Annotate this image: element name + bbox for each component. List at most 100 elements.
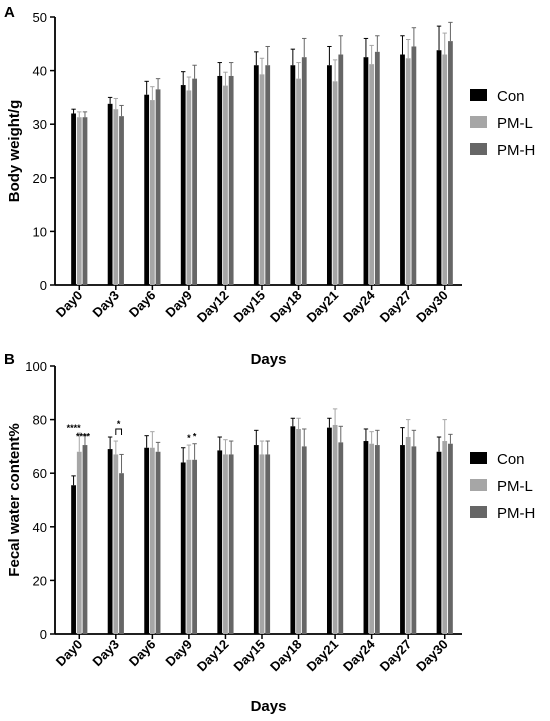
x-tick-label: Day6	[126, 637, 159, 670]
bar-con	[400, 54, 405, 285]
bar-con	[436, 50, 442, 286]
x-tick-label: Day3	[89, 637, 122, 670]
y-tick-label: 0	[40, 278, 47, 293]
bar-pm-h	[338, 442, 344, 634]
bar-con	[180, 85, 186, 286]
bar-pm-h	[155, 89, 161, 285]
bar-pm-l	[113, 454, 119, 634]
y-tick-label: 80	[33, 413, 47, 428]
y-tick-label: 20	[33, 171, 47, 186]
bar-pm-h	[265, 65, 271, 286]
y-tick-label: 30	[33, 117, 47, 132]
legend-label: PM-L	[497, 478, 533, 495]
x-tick-label: Day12	[194, 637, 232, 675]
bar-pm-l	[442, 441, 448, 634]
bar-pm-l	[296, 78, 301, 285]
x-tick-label: Day3	[89, 288, 122, 321]
x-tick-label: Day18	[267, 288, 305, 326]
bar-con	[144, 447, 150, 634]
bar-pm-l	[76, 451, 82, 634]
significance-bracket	[115, 428, 123, 436]
x-tick-label: Day27	[377, 637, 415, 675]
bar-pm-h	[155, 451, 161, 634]
bar-pm-h	[192, 459, 198, 634]
x-tick-label: Day21	[304, 637, 342, 675]
bar-pm-h	[119, 473, 124, 634]
legend-swatch	[470, 89, 487, 101]
x-tick-label: Day30	[413, 637, 451, 675]
bar-con	[326, 427, 332, 634]
x-axis-label: Days	[251, 698, 287, 715]
bar-con	[71, 113, 76, 285]
bar-pm-l	[442, 54, 448, 285]
y-tick-label: 100	[25, 359, 47, 374]
significance-mark: *	[117, 419, 121, 429]
legend-label: PM-H	[497, 505, 535, 522]
y-tick-label: 40	[33, 520, 47, 535]
x-tick-label: Day27	[377, 288, 415, 326]
significance-mark: *	[187, 433, 191, 443]
legend-label: Con	[497, 88, 525, 105]
significance-mark: ****	[67, 423, 82, 433]
bar-con	[290, 65, 296, 286]
x-axis-label: Days	[251, 351, 287, 368]
bar-pm-l	[186, 90, 192, 285]
x-tick-label: Day9	[162, 288, 195, 321]
bar-con	[290, 426, 296, 634]
x-tick-label: Day15	[230, 288, 268, 326]
bar-con	[363, 57, 369, 286]
bar-pm-h	[374, 445, 380, 634]
bar-pm-h	[82, 445, 88, 634]
legend-label: PM-H	[497, 142, 535, 159]
x-tick-label: Day9	[162, 637, 195, 670]
panel-b-letter: B	[4, 351, 15, 368]
bar-pm-h	[374, 51, 380, 286]
bar-pm-h	[228, 454, 234, 634]
legend-swatch	[470, 506, 487, 518]
bar-con	[253, 65, 259, 286]
y-tick-label: 40	[33, 64, 47, 79]
bar-pm-h	[338, 54, 344, 285]
bar-pm-h	[119, 116, 124, 285]
x-tick-label: Day24	[340, 636, 378, 674]
bar-pm-h	[228, 75, 234, 286]
bar-pm-l	[186, 459, 192, 634]
x-tick-label: Day6	[126, 288, 159, 321]
bar-con	[253, 445, 259, 634]
bar-con	[326, 65, 332, 286]
y-tick-label: 10	[33, 224, 47, 239]
bar-pm-l	[259, 454, 265, 634]
bar-pm-h	[301, 57, 307, 286]
bar-pm-h	[448, 443, 453, 634]
legend-swatch	[470, 452, 487, 464]
x-tick-label: Day18	[267, 637, 305, 675]
bar-pm-h	[411, 446, 417, 634]
bar-pm-h	[301, 446, 307, 634]
bar-con	[107, 103, 113, 285]
bar-pm-l	[405, 58, 411, 285]
bar-pm-l	[369, 443, 375, 634]
bar-pm-l	[149, 447, 155, 634]
bar-pm-h	[448, 41, 453, 286]
x-tick-label: Day0	[53, 637, 86, 670]
y-axis-label: Body weight/g	[6, 100, 23, 203]
legend-swatch	[470, 479, 487, 491]
bar-pm-l	[332, 424, 338, 634]
y-tick-label: 60	[33, 466, 47, 481]
y-tick-label: 0	[40, 627, 47, 642]
bar-pm-l	[76, 117, 82, 286]
bar-pm-l	[149, 100, 155, 285]
bar-pm-l	[369, 64, 375, 285]
bar-pm-l	[405, 437, 411, 634]
bar-con	[71, 485, 76, 634]
bar-con	[363, 441, 369, 634]
bar-con	[180, 462, 186, 634]
bar-pm-h	[411, 46, 417, 286]
legend-swatch	[470, 143, 487, 155]
bar-pm-l	[296, 428, 301, 634]
bar-con	[217, 75, 223, 286]
bar-pm-h	[82, 117, 88, 286]
